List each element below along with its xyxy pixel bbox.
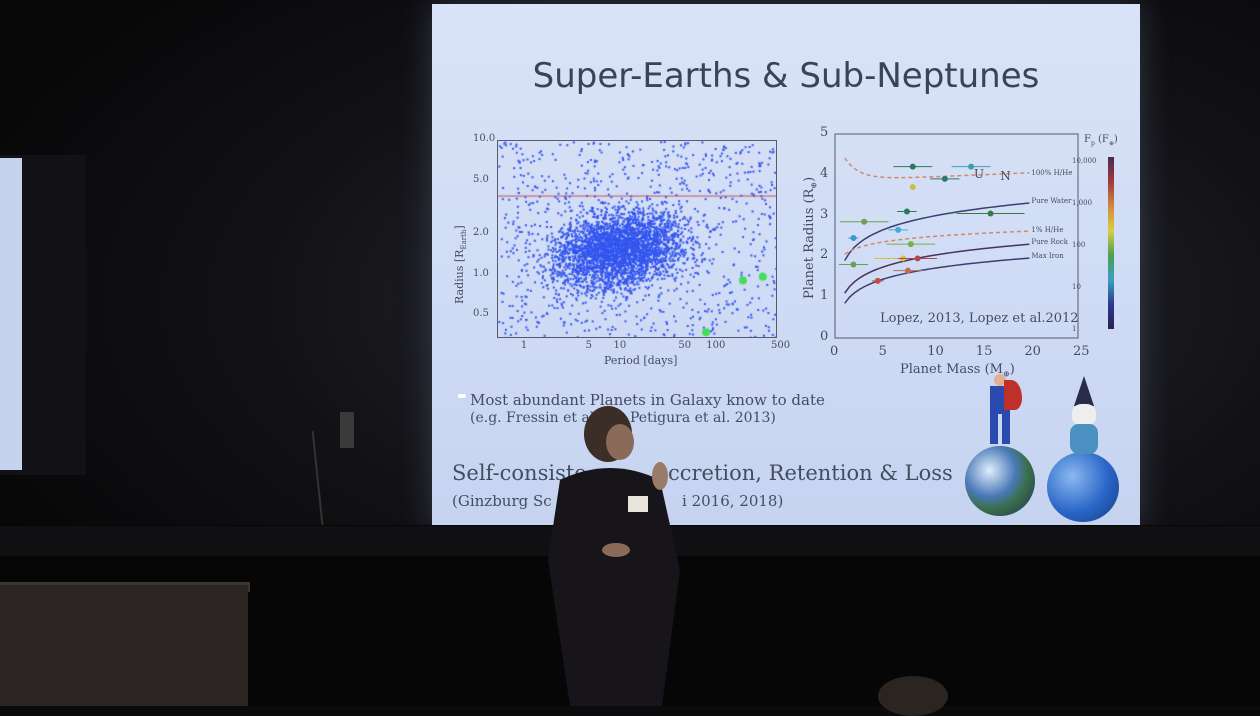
curve-label: Max Iron xyxy=(1031,252,1064,261)
left-ytick: 5.0 xyxy=(473,173,489,185)
planet-point xyxy=(941,175,948,182)
speaker-silhouette xyxy=(548,406,680,706)
xlabel-text: Planet Mass (M xyxy=(900,362,1003,377)
right-xtick: 20 xyxy=(1024,344,1041,359)
curve-label: Pure Water xyxy=(1031,197,1072,206)
podium xyxy=(0,585,248,706)
left-xtick: 500 xyxy=(771,340,791,351)
colorbar-title: Fp (F⊕) xyxy=(1084,134,1118,147)
curve-100-hhe xyxy=(844,157,1030,179)
right-xtick: 10 xyxy=(927,344,944,359)
right-xtick: 25 xyxy=(1073,344,1090,359)
laser-dot xyxy=(458,394,466,398)
left-plot-xlabel: Period [days] xyxy=(604,354,678,367)
colorbar-tick: 10,000 xyxy=(1072,157,1097,165)
curve-pure-water xyxy=(844,202,1030,261)
right-plot-xlabel: Planet Mass (M⊕) xyxy=(900,362,1015,379)
planet-label-neptune: N xyxy=(1000,168,1011,183)
planet-point xyxy=(909,184,916,191)
left-ytick: 0.5 xyxy=(473,308,489,320)
planet-point xyxy=(914,255,921,262)
planet-point xyxy=(987,210,994,217)
ylabel-text: Planet Radius (R xyxy=(802,188,817,299)
curve-label: 1% H/He xyxy=(1031,225,1064,234)
left-xtick: 5 xyxy=(585,340,593,351)
right-ytick: 3 xyxy=(820,206,829,222)
right-xtick: 0 xyxy=(830,344,839,359)
curve-pure-rock xyxy=(844,243,1030,294)
curve-label: 100% H/He xyxy=(1031,168,1073,177)
planet-point xyxy=(903,208,910,215)
right-ytick: 1 xyxy=(820,288,829,304)
plot-credit: Lopez, 2013, Lopez et al.2012 xyxy=(880,311,1079,326)
ref2-right: i 2016, 2018) xyxy=(682,492,784,510)
right-ytick: 0 xyxy=(820,329,829,344)
left-xtick: 1 xyxy=(520,340,528,351)
planet-label-uranus: U xyxy=(973,166,985,181)
earth-image xyxy=(965,446,1035,516)
planet-point xyxy=(909,163,916,170)
mass-radius-plot xyxy=(834,133,1079,339)
left-plot-ylabel: Radius [REarth] xyxy=(453,225,469,304)
right-ytick: 2 xyxy=(820,247,829,263)
audience-head xyxy=(878,676,948,716)
planet-point xyxy=(850,235,857,242)
left-xtick: 50 xyxy=(678,340,692,351)
colorbar-tick: 1,000 xyxy=(1072,199,1093,207)
ref1-left: (e.g. Fressin et al. xyxy=(470,410,599,426)
left-ytick: 2.0 xyxy=(473,227,489,239)
left-xtick: 100 xyxy=(706,340,726,351)
colorbar-tick: 100 xyxy=(1072,241,1086,249)
curve-1-hhe xyxy=(844,230,1030,255)
ylabel-sub: Earth xyxy=(460,229,469,250)
colorbar xyxy=(1108,157,1114,329)
planet-point xyxy=(907,241,914,248)
ref2-left: (Ginzburg Sc xyxy=(452,492,552,510)
period-radius-scatter xyxy=(497,140,777,338)
side-screen xyxy=(0,158,22,470)
planet-point xyxy=(850,261,857,268)
line2-right: ccretion, Retention & Loss xyxy=(668,461,953,485)
right-ytick: 5 xyxy=(820,125,829,140)
planet-point xyxy=(895,226,902,233)
left-ytick: 10.0 xyxy=(473,133,496,144)
ref1-right: Petigura et al. 2013) xyxy=(630,410,776,426)
plot-frame xyxy=(834,133,1079,339)
bullet-text: Most abundant Planets in Galaxy know to … xyxy=(470,391,825,409)
blue-planet-image xyxy=(1047,452,1119,522)
colorbar-tick: 10 xyxy=(1072,283,1081,291)
right-xtick: 5 xyxy=(878,344,887,359)
light-fixture xyxy=(340,412,354,448)
planet-point xyxy=(861,218,868,225)
curve-label: Pure Rock xyxy=(1031,238,1068,247)
right-ytick: 4 xyxy=(820,165,829,181)
slide-title: Super-Earths & Sub-Neptunes xyxy=(532,56,1040,96)
ylabel-text: Radius [R xyxy=(453,249,466,304)
projected-slide: Super-Earths & Sub-Neptunes Radius [REar… xyxy=(432,4,1140,526)
planet-point xyxy=(968,163,975,170)
right-plot-ylabel: Planet Radius (R⊕) xyxy=(802,176,819,299)
colorbar-tick: 1 xyxy=(1072,325,1077,333)
left-ytick: 1.0 xyxy=(473,267,489,279)
right-xtick: 15 xyxy=(975,344,993,359)
planet-point xyxy=(904,267,911,274)
colorbar-title-text: F xyxy=(1084,134,1091,145)
superman-figure xyxy=(980,374,1022,450)
planet-point xyxy=(874,277,881,284)
left-xtick: 10 xyxy=(613,340,627,351)
gnome-figure xyxy=(1064,376,1104,456)
